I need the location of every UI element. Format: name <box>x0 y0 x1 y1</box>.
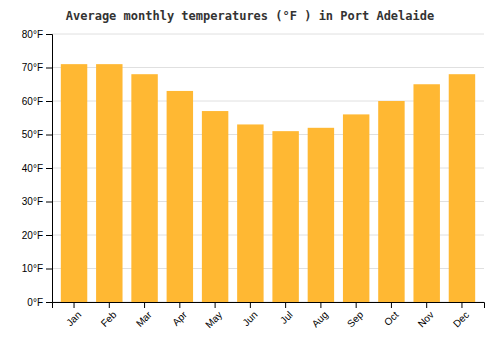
x-tick-label: Aug <box>310 309 330 329</box>
x-tick-mark <box>215 302 216 308</box>
x-tick-label: Jan <box>64 309 83 328</box>
y-tick-label: 10°F <box>22 263 43 274</box>
y-tick-mark <box>46 235 52 236</box>
x-tick-label: Jun <box>240 309 259 328</box>
x-tick-mark <box>179 302 180 308</box>
y-tick-label: 50°F <box>22 129 43 140</box>
x-tick: Jul <box>278 302 295 326</box>
y-tick: 70°F <box>22 62 52 73</box>
y-tick: 80°F <box>22 29 52 40</box>
y-tick: 20°F <box>22 230 52 241</box>
y-tick-label: 0°F <box>27 297 43 308</box>
y-tick-mark <box>46 202 52 203</box>
x-tick: Dec <box>451 302 471 329</box>
y-tick-label: 70°F <box>22 62 43 73</box>
y-tick: 0°F <box>27 297 52 308</box>
y-tick-mark <box>46 68 52 69</box>
plot: 0°F 10°F 20°F 30°F 40°F 50°F 60°F 70°F 80°F Jan Fe… <box>22 29 485 331</box>
title: Average monthly temperatures (°F ) in Po… <box>66 9 434 23</box>
y-axis-line <box>46 35 53 303</box>
x-tick: Sep <box>345 302 366 329</box>
chart: Average monthly temperatures (°F ) in Po… <box>0 0 500 350</box>
bar <box>131 74 157 302</box>
y-tick-mark <box>46 302 52 303</box>
x-tick: Feb <box>99 302 119 329</box>
x-tick: May <box>203 302 224 330</box>
x-tick: Mar <box>134 302 154 329</box>
x-tick-mark <box>109 302 110 308</box>
y-tick-label: 80°F <box>22 29 43 40</box>
bar <box>413 84 439 302</box>
bar <box>167 91 193 302</box>
y-tick: 30°F <box>22 196 52 207</box>
x-tick: Aug <box>310 302 330 329</box>
x-tick: Nov <box>416 302 436 329</box>
bar <box>308 128 334 302</box>
x-tick-label: Feb <box>99 309 119 329</box>
bars <box>61 64 475 302</box>
y-axis: 0°F 10°F 20°F 30°F 40°F 50°F 60°F 70°F 80°F <box>22 29 53 308</box>
x-tick-mark <box>74 302 75 308</box>
y-tick-mark <box>46 135 52 136</box>
x-tick-label: Nov <box>416 309 436 329</box>
bar <box>378 101 404 302</box>
x-tick-label: Dec <box>451 309 471 329</box>
x-tick-mark <box>356 302 357 308</box>
y-tick: 50°F <box>22 129 52 140</box>
x-tick-label: Oct <box>382 309 401 328</box>
x-tick: Jun <box>240 302 259 328</box>
x-tick-label: Sep <box>345 309 366 330</box>
x-axis-line <box>53 303 485 309</box>
x-tick-label: Apr <box>170 309 189 328</box>
grid <box>52 34 484 302</box>
x-tick-mark <box>285 302 286 308</box>
x-axis: Jan Feb Mar Apr May Jun Jul Aug Sep Oct Nov Dec <box>53 302 485 330</box>
bar <box>237 124 263 302</box>
bar <box>61 64 87 302</box>
x-tick: Apr <box>170 302 189 328</box>
y-tick-label: 20°F <box>22 230 43 241</box>
x-tick-mark <box>426 302 427 308</box>
y-tick-label: 40°F <box>22 163 43 174</box>
bar <box>449 74 475 302</box>
x-tick-label: May <box>203 309 224 330</box>
bar <box>272 131 298 302</box>
x-tick-mark <box>461 302 462 308</box>
x-tick: Oct <box>382 302 401 328</box>
x-tick-mark <box>320 302 321 308</box>
bar <box>202 111 228 302</box>
grid-line <box>52 34 484 35</box>
y-tick-mark <box>46 269 52 270</box>
x-tick-mark <box>391 302 392 308</box>
y-tick: 60°F <box>22 96 52 107</box>
y-tick-mark <box>46 34 52 35</box>
y-tick: 10°F <box>22 263 52 274</box>
y-tick-label: 60°F <box>22 96 43 107</box>
bar <box>96 64 122 302</box>
x-tick-label: Jul <box>278 309 295 326</box>
y-tick-mark <box>46 168 52 169</box>
x-tick-label: Mar <box>134 309 154 329</box>
x-tick-mark <box>250 302 251 308</box>
x-tick-mark <box>144 302 145 308</box>
y-tick: 40°F <box>22 163 52 174</box>
bar <box>343 114 369 302</box>
x-tick: Jan <box>64 302 83 328</box>
y-tick-label: 30°F <box>22 196 43 207</box>
y-tick-mark <box>46 101 52 102</box>
